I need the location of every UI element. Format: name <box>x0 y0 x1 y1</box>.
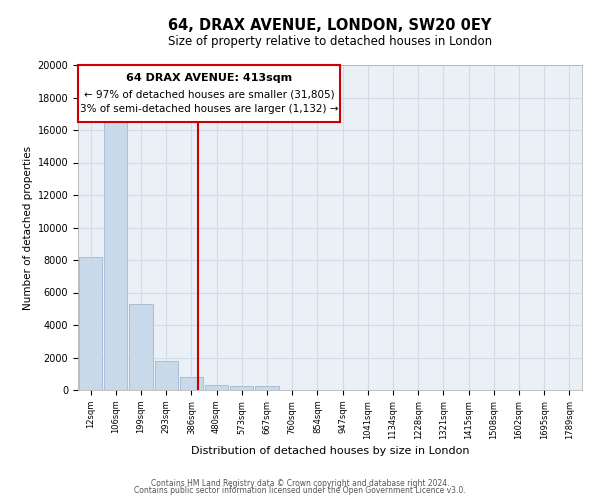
Bar <box>205 385 228 390</box>
Bar <box>256 386 278 390</box>
Bar <box>104 122 127 390</box>
Bar <box>130 304 152 390</box>
Text: Contains public sector information licensed under the Open Government Licence v3: Contains public sector information licen… <box>134 486 466 495</box>
Text: Contains HM Land Registry data © Crown copyright and database right 2024.: Contains HM Land Registry data © Crown c… <box>151 478 449 488</box>
FancyBboxPatch shape <box>78 65 340 122</box>
Text: 3% of semi-detached houses are larger (1,132) →: 3% of semi-detached houses are larger (1… <box>80 104 338 114</box>
Bar <box>180 377 203 390</box>
Bar <box>79 257 102 390</box>
Text: 64 DRAX AVENUE: 413sqm: 64 DRAX AVENUE: 413sqm <box>126 73 292 83</box>
Bar <box>230 386 253 390</box>
Text: Size of property relative to detached houses in London: Size of property relative to detached ho… <box>168 35 492 48</box>
Bar <box>155 361 178 390</box>
Text: 64, DRAX AVENUE, LONDON, SW20 0EY: 64, DRAX AVENUE, LONDON, SW20 0EY <box>169 18 491 32</box>
Y-axis label: Number of detached properties: Number of detached properties <box>23 146 34 310</box>
Text: ← 97% of detached houses are smaller (31,805): ← 97% of detached houses are smaller (31… <box>84 90 334 100</box>
X-axis label: Distribution of detached houses by size in London: Distribution of detached houses by size … <box>191 446 469 456</box>
